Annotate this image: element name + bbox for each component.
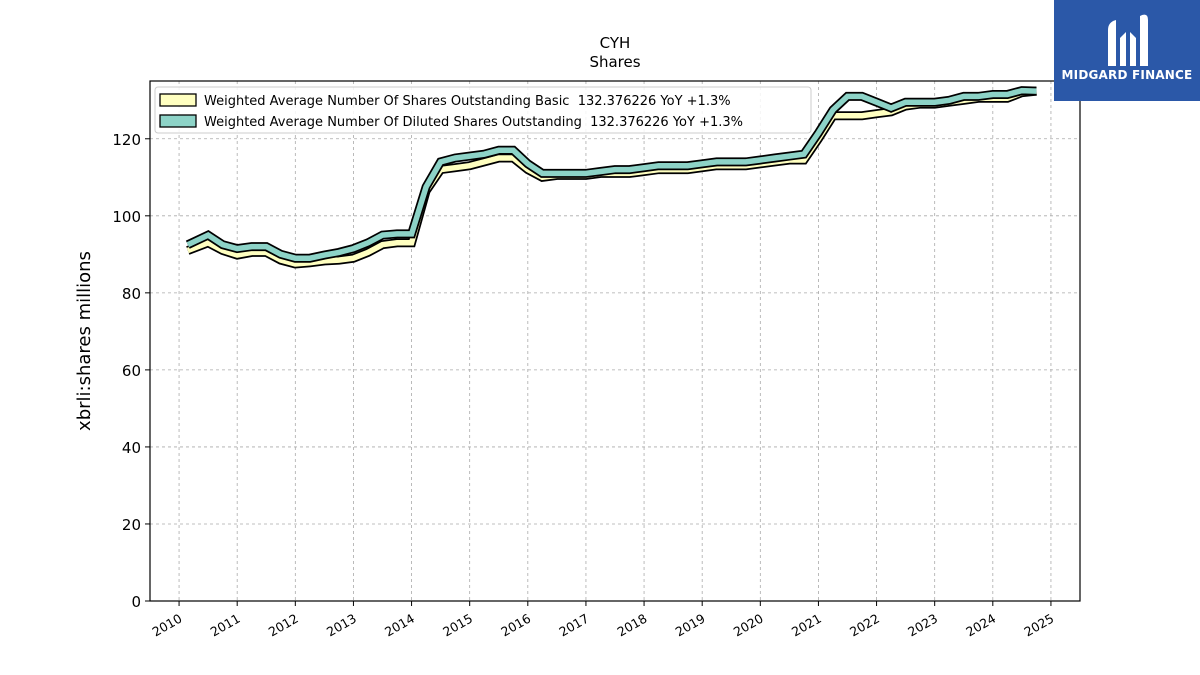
y-tick-label: 100 [112,208,141,226]
x-tick-label: 2010 [150,611,185,640]
x-tick-label: 2011 [208,611,243,640]
x-tick-label: 2014 [382,611,417,640]
y-tick-label: 0 [131,593,141,611]
axes: 0 20 40 60 80 100 120 2010 2011 2012 2013 2014 2015 2… [112,131,1056,640]
legend-box [154,86,812,134]
x-tick-label: 2015 [440,611,475,640]
x-tick-label: 2017 [556,611,591,640]
legend-swatch-diluted [159,114,197,128]
grid [150,81,1080,602]
series-line-1 [186,87,1037,261]
brand-name: MIDGARD FINANCE [1061,68,1193,82]
legend-swatch-basic [159,93,197,107]
x-tick-label: 2012 [266,611,301,640]
y-tick-label: 40 [122,439,141,457]
chart-title: CYH [600,34,631,52]
y-tick-label: 120 [112,131,141,149]
legend-label-diluted: Weighted Average Number Of Diluted Share… [204,115,743,130]
y-axis-label: xbrli:shares millions [74,251,95,431]
y-tick-label: 20 [122,516,141,534]
x-tick-label: 2025 [1021,611,1056,640]
brand-logo: MIDGARD FINANCE [1054,0,1200,101]
y-tick-label: 60 [122,362,141,380]
legend-label-basic: Weighted Average Number Of Shares Outsta… [204,94,731,109]
x-tick-label: 2018 [615,611,650,640]
x-tick-label: 2019 [673,611,708,640]
x-tick-label: 2021 [789,611,824,640]
legend: Weighted Average Number Of Shares Outsta… [154,86,812,134]
x-tick-label: 2023 [905,611,940,640]
x-tick-label: 2024 [963,611,998,640]
midgard-logo-icon [1108,14,1148,67]
x-tick-label: 2022 [847,611,882,640]
chart-subtitle: Shares [589,53,640,71]
x-tick-label: 2013 [324,611,359,640]
series-layer [185,86,1037,269]
x-tick-label: 2020 [731,611,766,640]
y-tick-label: 80 [122,285,141,303]
plot-frame [149,80,1081,602]
x-tick-label: 2016 [498,611,533,640]
